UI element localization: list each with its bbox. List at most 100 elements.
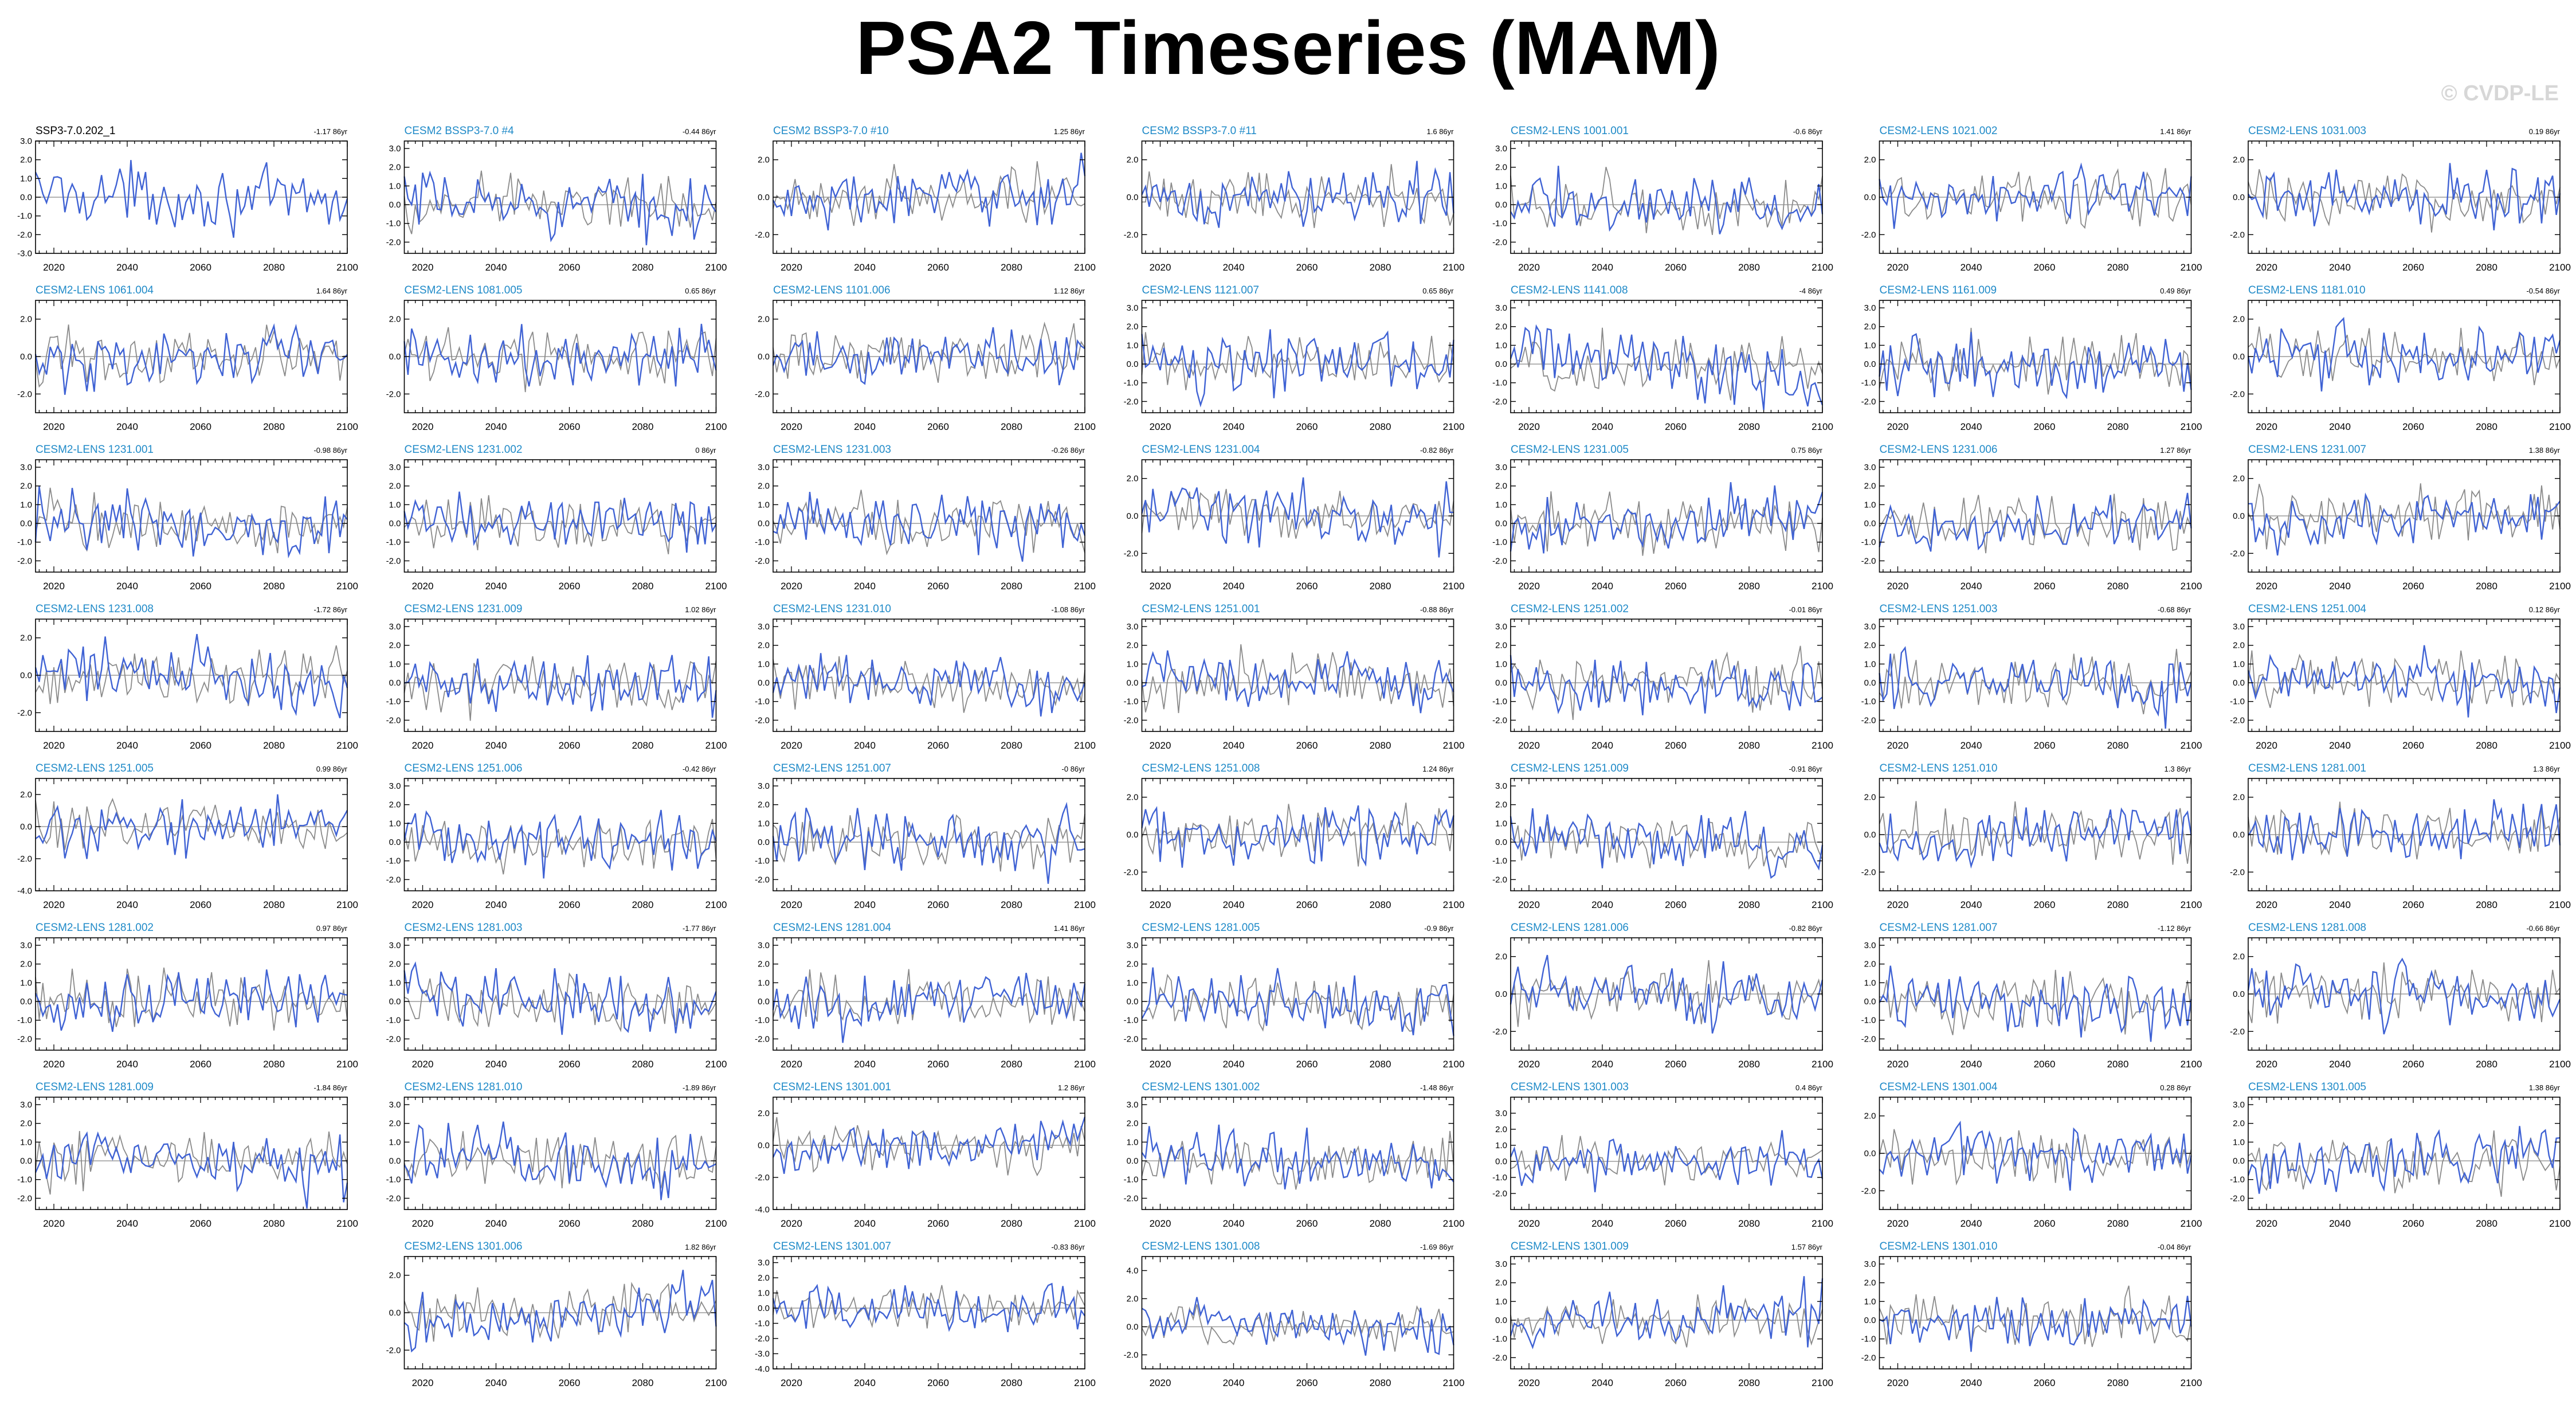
page-title: PSA2 Timeseries (MAM) — [856, 6, 1720, 90]
plot-frame — [1879, 459, 2192, 573]
y-tick-label: -1.0 — [1124, 1016, 1139, 1026]
x-tick-label: 2060 — [2034, 899, 2056, 910]
x-tick-label: 2080 — [632, 1059, 654, 1070]
x-tick-label: 2080 — [632, 1218, 654, 1229]
x-tick-label: 2080 — [632, 581, 654, 592]
panel-title: CESM2-LENS 1231.007 — [2248, 444, 2366, 456]
panel-trend-label: -0.54 86yr — [2526, 287, 2560, 295]
panel-title: CESM2-LENS 1251.010 — [1880, 762, 1998, 774]
x-tick-label: 2060 — [1296, 740, 1318, 751]
x-tick-label: 2100 — [2181, 421, 2202, 432]
x-tick-label: 2020 — [2256, 421, 2277, 432]
y-tick-label: -2.0 — [17, 230, 32, 240]
y-tick-label: 1.0 — [1495, 500, 1507, 510]
panel-title: CESM2-LENS 1081.005 — [405, 284, 523, 296]
member-series-line — [2248, 799, 2561, 860]
y-tick-label: 0.0 — [2233, 678, 2245, 688]
x-tick-label: 2040 — [2329, 1059, 2351, 1070]
y-tick-label: 2.0 — [1127, 641, 1139, 651]
y-tick-label: 3.0 — [20, 941, 32, 950]
plot-frame — [1141, 937, 1454, 1051]
panel-trend-label: 1.64 86yr — [316, 287, 348, 295]
x-tick-label: 2020 — [412, 421, 434, 432]
y-tick-label: -2.0 — [1861, 1034, 1876, 1044]
credit-watermark: © CVDP-LE — [2441, 81, 2559, 105]
x-tick-label: 2080 — [263, 421, 285, 432]
plot-frame — [1879, 619, 2192, 732]
x-tick-label: 2100 — [1812, 899, 1833, 910]
y-tick-label: 2.0 — [20, 315, 32, 324]
panel-title: CESM2-LENS 1181.010 — [2248, 284, 2366, 296]
x-tick-label: 2040 — [116, 1059, 138, 1070]
reference-series-line — [2248, 962, 2561, 1024]
member-series-line — [2247, 645, 2561, 718]
x-tick-label: 2020 — [1518, 421, 1540, 432]
panel-title: CESM2-LENS 1101.006 — [773, 284, 891, 296]
member-series-line — [1879, 492, 2192, 552]
y-tick-label: 2.0 — [2233, 315, 2245, 324]
y-tick-label: 1.0 — [20, 500, 32, 510]
panel: CESM2-LENS 1031.003 0.19 86yr 2.0 0.0 -2.0 20… — [2230, 125, 2571, 273]
x-tick-label: 2020 — [43, 262, 65, 273]
x-tick-label: 2100 — [705, 421, 727, 432]
y-tick-label: -2.0 — [386, 556, 401, 566]
panel-title: CESM2-LENS 1301.001 — [773, 1081, 891, 1093]
y-tick-label: 2.0 — [1495, 163, 1507, 173]
x-tick-label: 2060 — [559, 740, 581, 751]
x-tick-label: 2040 — [1223, 740, 1245, 751]
x-tick-label: 2100 — [336, 581, 358, 592]
panel-title: CESM2-LENS 1251.008 — [1142, 762, 1260, 774]
panel-trend-label: 0.75 86yr — [1791, 446, 1823, 455]
y-tick-label: 3.0 — [1495, 781, 1507, 791]
x-tick-label: 2020 — [412, 1218, 434, 1229]
x-tick-label: 2020 — [1887, 581, 1909, 592]
y-tick-label: 2.0 — [389, 482, 401, 491]
y-tick-label: 0.0 — [20, 997, 32, 1007]
x-tick-label: 2060 — [1665, 1059, 1687, 1070]
x-tick-label: 2100 — [1443, 899, 1465, 910]
y-tick-label: -2.0 — [1124, 867, 1139, 877]
y-tick-label: -2.0 — [1492, 715, 1507, 725]
y-tick-label: -1.0 — [1861, 697, 1876, 707]
y-tick-label: 0.0 — [2233, 511, 2245, 521]
panel-trend-label: -1.08 86yr — [1051, 605, 1085, 614]
y-tick-label: 3.0 — [1864, 622, 1876, 632]
y-tick-label: 0.0 — [2233, 193, 2245, 202]
x-tick-label: 2060 — [2034, 1059, 2056, 1070]
panel-title: CESM2-LENS 1121.007 — [1142, 284, 1260, 296]
panel-title: CESM2-LENS 1281.010 — [405, 1081, 523, 1093]
panel-trend-label: -0.66 86yr — [2526, 924, 2560, 933]
x-tick-label: 2040 — [854, 421, 876, 432]
plot-frame — [35, 778, 348, 891]
y-tick-label: 2.0 — [1864, 322, 1876, 332]
y-tick-label: 2.0 — [758, 1109, 770, 1118]
y-tick-label: 3.0 — [1127, 941, 1139, 950]
y-tick-label: -2.0 — [2230, 389, 2245, 399]
reference-series-line — [403, 495, 717, 554]
plot-frame — [403, 778, 717, 891]
y-tick-label: -4.0 — [17, 886, 32, 896]
y-tick-label: 0.0 — [1864, 193, 1876, 202]
reference-series-line — [35, 797, 348, 850]
x-tick-label: 2100 — [705, 899, 727, 910]
panel-title: CESM2-LENS 1141.008 — [1511, 284, 1628, 296]
plot-frame — [773, 1097, 1085, 1210]
member-series-line — [1879, 645, 2192, 729]
y-tick-label: 2.0 — [2233, 793, 2245, 803]
x-tick-label: 2040 — [2329, 740, 2351, 751]
x-tick-label: 2060 — [190, 581, 211, 592]
x-tick-label: 2040 — [1223, 1059, 1245, 1070]
y-tick-label: -2.0 — [386, 237, 401, 247]
panel: CESM2-LENS 1101.006 1.12 86yr 2.0 0.0 -2.0 20… — [755, 284, 1096, 432]
y-tick-label: 0.0 — [758, 193, 770, 202]
x-tick-label: 2100 — [1074, 421, 1096, 432]
y-tick-label: 0.0 — [1495, 200, 1507, 210]
y-tick-label: 0.0 — [1127, 193, 1139, 202]
y-tick-label: 0.0 — [20, 352, 32, 362]
y-tick-label: 0.0 — [2233, 830, 2245, 840]
y-tick-label: 3.0 — [389, 622, 401, 632]
y-tick-label: 1.0 — [1127, 340, 1139, 350]
y-tick-label: 3.0 — [1127, 622, 1139, 632]
y-tick-label: 1.0 — [389, 659, 401, 669]
panel-title: CESM2-LENS 1281.009 — [36, 1081, 154, 1093]
